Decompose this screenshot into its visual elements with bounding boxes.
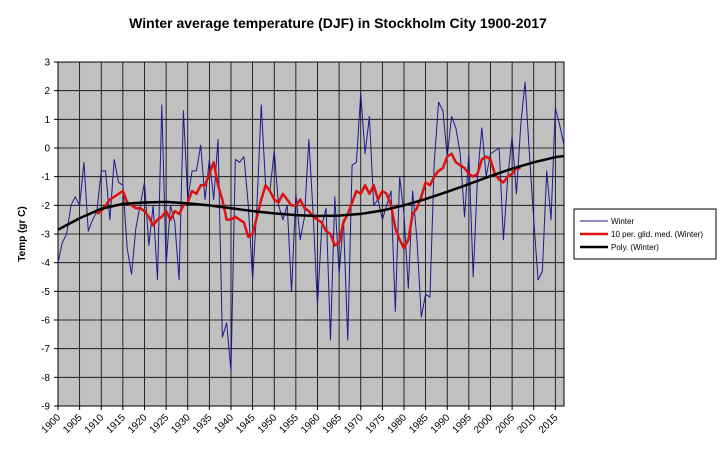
series-line-poly [57, 154, 565, 231]
y-axis: 3 2 1 0 -1 -2 -3 -4 -5 -6 -7 -8 -9 [41, 58, 58, 413]
grid [57, 61, 564, 407]
y-tick-label: -4 [41, 258, 50, 269]
x-tick-label: 1990 [429, 412, 453, 436]
x-tick-label: 1915 [104, 412, 128, 436]
x-axis: 1900190519101915192019251930193519401945… [40, 406, 561, 436]
x-tick-label: 2015 [537, 412, 561, 436]
x-tick-label: 2000 [472, 412, 496, 436]
x-tick-label: 1945 [234, 412, 258, 436]
x-tick-label: 1940 [213, 412, 237, 436]
y-tick-label: -2 [41, 201, 50, 212]
y-tick-label: -8 [41, 373, 50, 384]
x-tick-label: 1935 [191, 412, 215, 436]
x-tick-label: 1920 [126, 412, 150, 436]
x-tick-label: 1905 [61, 412, 85, 436]
y-tick-label: 1 [44, 115, 50, 126]
x-tick-label: 1965 [321, 412, 345, 436]
x-tick-label: 1995 [450, 412, 474, 436]
x-tick-label: 1980 [386, 412, 410, 436]
x-tick-label: 1970 [342, 412, 366, 436]
y-tick-label: -5 [41, 287, 50, 298]
series-layer [57, 81, 565, 373]
x-tick-label: 1930 [169, 412, 193, 436]
x-tick-label: 1955 [277, 412, 301, 436]
y-tick-label: -9 [41, 402, 50, 413]
x-tick-label: 1960 [299, 412, 323, 436]
x-tick-label: 1910 [83, 412, 107, 436]
x-tick-label: 1985 [407, 412, 431, 436]
legend-label-moving-avg: 10 per. glid. med. (Winter) [611, 230, 703, 239]
y-axis-label: Temp (gr C) [17, 206, 28, 261]
y-tick-label: -7 [41, 344, 50, 355]
x-tick-label: 1950 [256, 412, 280, 436]
x-tick-label: 1900 [40, 412, 64, 436]
legend: Winter 10 per. glid. med. (Winter) Poly.… [573, 208, 717, 260]
series-line-moving-avg [96, 152, 521, 250]
y-tick-label: -6 [41, 316, 50, 327]
y-tick-label: 3 [44, 58, 50, 69]
x-tick-label: 2005 [494, 412, 518, 436]
y-tick-label: -1 [41, 172, 50, 183]
legend-label-poly: Poly. (Winter) [611, 243, 659, 252]
x-tick-label: 2010 [515, 412, 539, 436]
y-tick-label: 2 [44, 86, 50, 97]
chart-title: Winter average temperature (DJF) in Stoc… [129, 15, 547, 31]
x-tick-label: 1975 [364, 412, 388, 436]
y-tick-label: 0 [44, 144, 50, 155]
y-tick-label: -3 [41, 230, 50, 241]
legend-label-winter: Winter [611, 217, 634, 226]
series-line-winter [57, 81, 565, 373]
x-tick-label: 1925 [148, 412, 172, 436]
